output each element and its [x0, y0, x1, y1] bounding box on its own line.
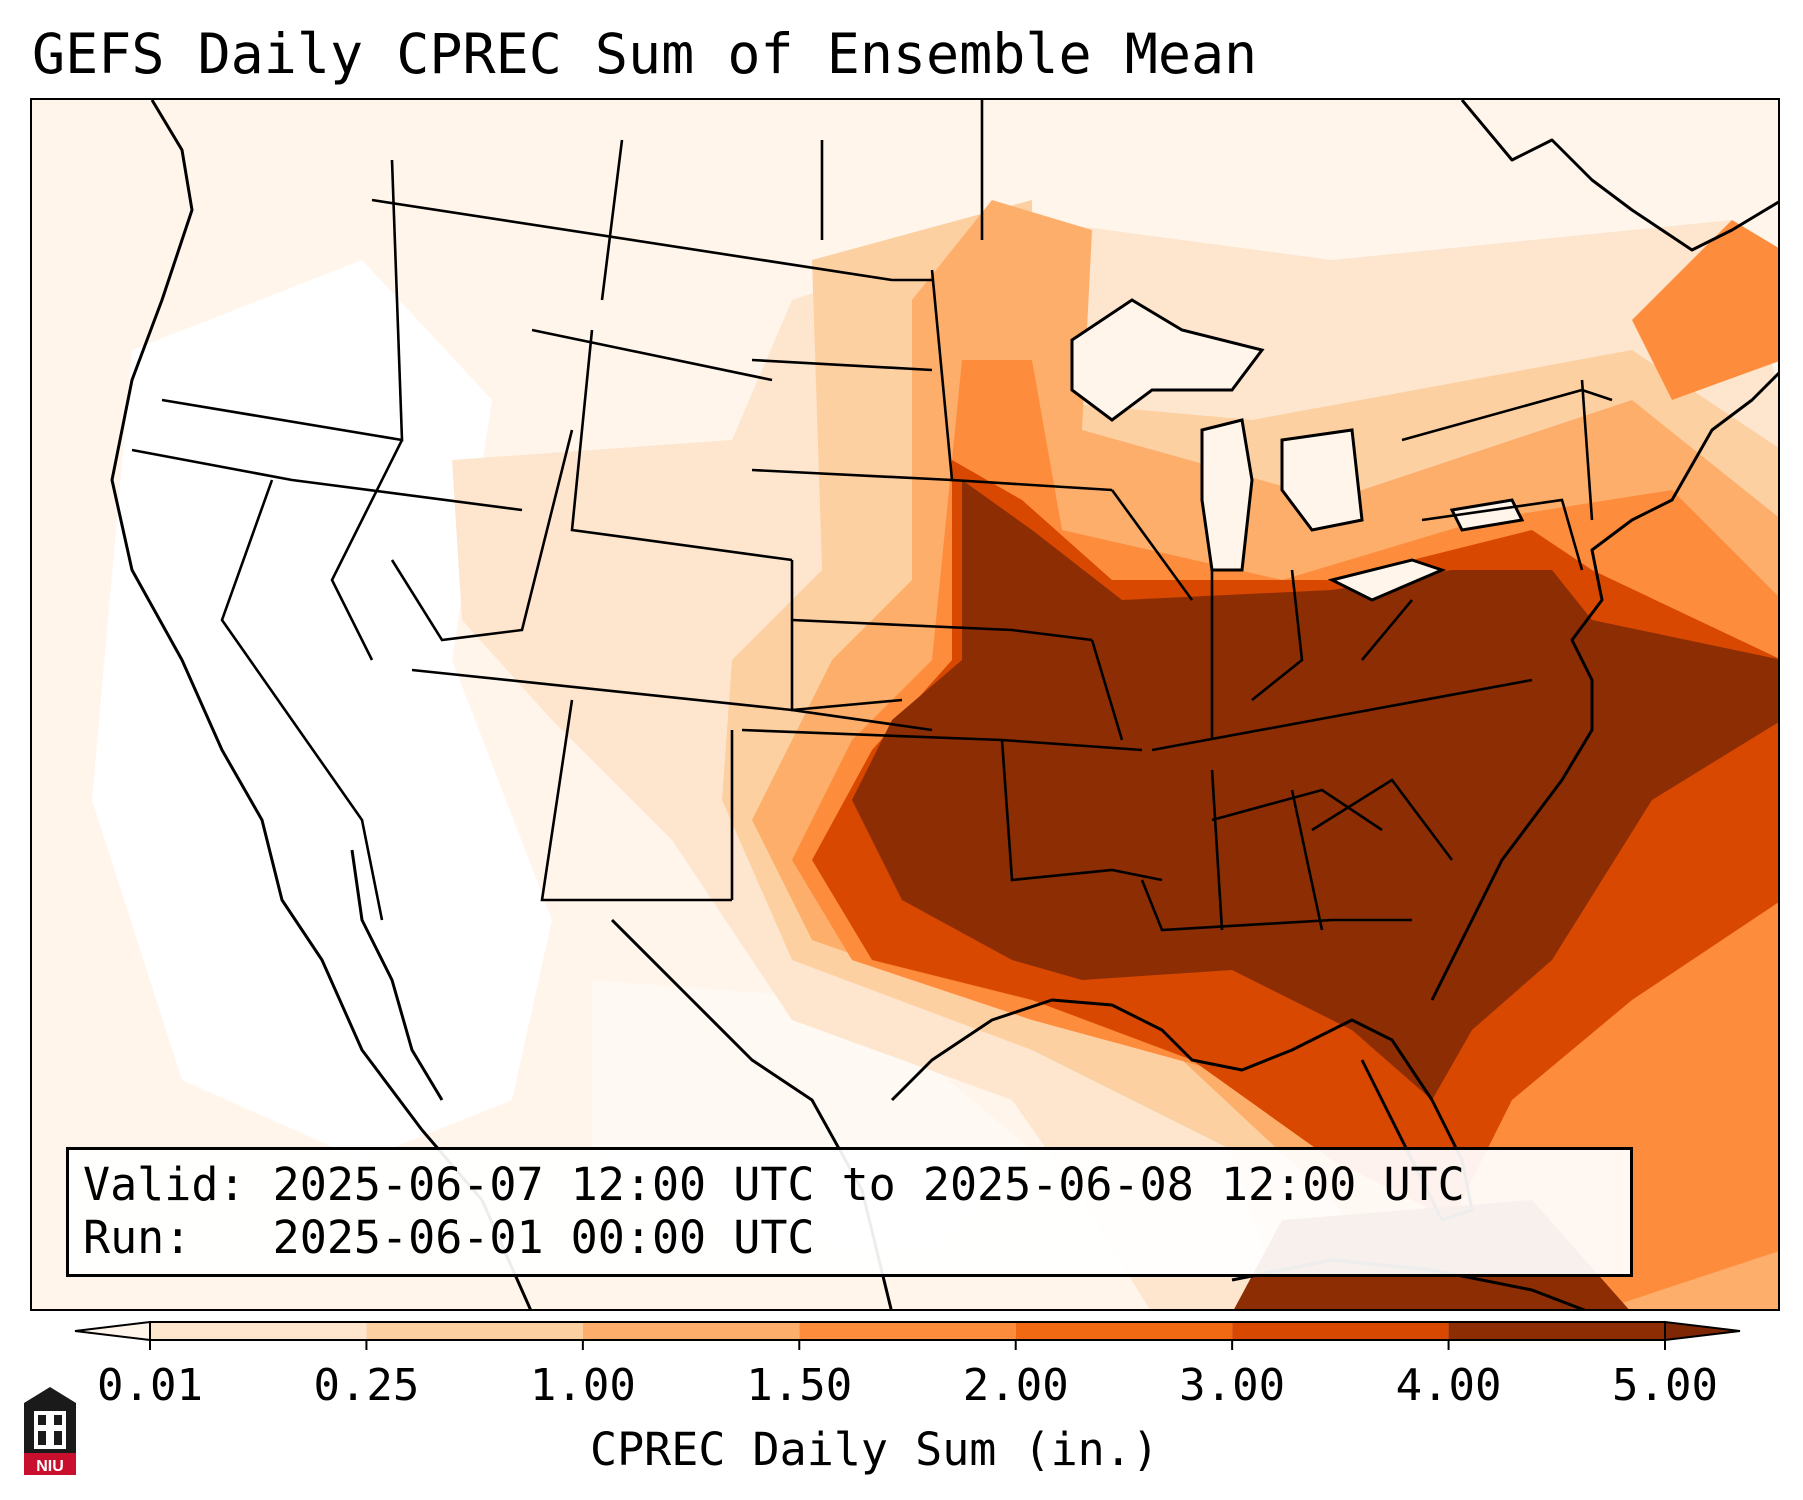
colorbar-segment: [366, 1322, 583, 1340]
colorbar-ticks: [149, 1340, 1666, 1350]
colorbar-over-arrow: [1664, 1320, 1741, 1342]
valid-run-info-box: Valid: 2025-06-07 12:00 UTC to 2025-06-0…: [66, 1147, 1633, 1277]
precip-band-400: [852, 480, 1778, 1100]
university-tower-icon: NIU: [24, 1387, 76, 1475]
map-title: GEFS Daily CPREC Sum of Ensemble Mean: [32, 22, 1258, 86]
run-time: 2025-06-01 00:00 UTC: [272, 1211, 815, 1264]
valid-time-range: 2025-06-07 12:00 UTC to 2025-06-08 12:00…: [272, 1158, 1465, 1211]
colorbar-segment: [1232, 1322, 1449, 1340]
run-label: Run:: [83, 1211, 192, 1264]
colorbar-tick-label: 0.25: [313, 1360, 420, 1411]
colorbar-segment: [150, 1322, 367, 1340]
colorbar-under-arrow: [74, 1320, 151, 1342]
great-lakes: [1070, 298, 1525, 602]
state-borders: [131, 100, 1613, 932]
precipitation-map: [30, 98, 1780, 1311]
colorbar-tick-label: 2.00: [962, 1360, 1069, 1411]
colorbar-label: CPREC Daily Sum (in.): [590, 1423, 1159, 1476]
colorbar-tick-label: 3.00: [1179, 1360, 1286, 1411]
colorbar-segment: [799, 1322, 1016, 1340]
dry-region-west: [92, 260, 552, 1160]
lake-erie: [1327, 558, 1447, 602]
colorbar-tick-label: 4.00: [1395, 1360, 1502, 1411]
colorbar-tick-label: 1.50: [746, 1360, 853, 1411]
lake-huron: [1280, 428, 1364, 532]
colorbar-segment: [582, 1322, 800, 1340]
colorbar-tick-label: 1.00: [529, 1360, 636, 1411]
colorbar-segment: [1448, 1322, 1665, 1340]
map-canvas: [32, 100, 1778, 1309]
logo-text: NIU: [36, 1458, 64, 1475]
colorbar-tick-label: 0.01: [97, 1360, 203, 1411]
colorbar-outline: [149, 1321, 1666, 1341]
valid-label: Valid:: [83, 1158, 246, 1211]
lake-superior: [1070, 298, 1265, 422]
colorbar: [74, 1320, 1741, 1350]
colorbar-segment: [1015, 1322, 1233, 1340]
precip-band-northeast: [1632, 220, 1778, 400]
colorbar-segments: [74, 1320, 1741, 1342]
colorbar-tick-label: 5.00: [1612, 1360, 1718, 1411]
lake-michigan: [1200, 418, 1254, 572]
